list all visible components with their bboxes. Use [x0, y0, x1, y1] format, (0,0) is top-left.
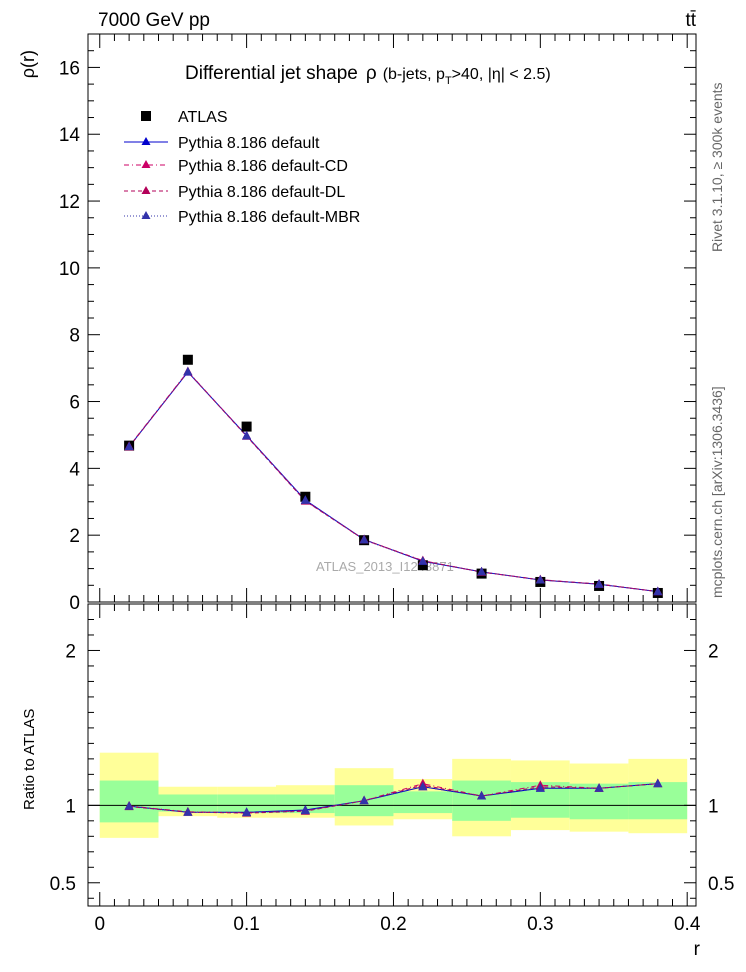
main-y-tick-labels: 0 2 4 6 8 10 12 14 16	[59, 58, 81, 614]
data-point-mbr	[300, 495, 310, 504]
data-point-mbr	[653, 586, 663, 596]
series-line-mbr	[128, 371, 658, 593]
x-tick-labels: 0 0.1 0.2 0.3 0.4	[94, 914, 700, 935]
main-y-tick-label: 16	[59, 58, 80, 79]
ratio-y-tick-labels: 0.5 0.5 1 1 2 2	[50, 641, 735, 894]
rivet-side-label: Rivet 3.1.10, ≥ 300k events	[709, 82, 725, 252]
data-point-mbr	[359, 534, 369, 544]
ratio-y-tick-label-right: 0.5	[708, 874, 734, 895]
main-ticks	[88, 33, 696, 603]
main-y-tick-label: 14	[59, 125, 81, 146]
legend-entry-mbr: Pythia 8.186 default-MBR	[124, 209, 360, 226]
data-point-mbr	[535, 574, 545, 584]
data-point-mbr	[477, 566, 487, 576]
x-tick-label: 0.1	[233, 914, 259, 935]
legend-marker-default	[141, 137, 151, 145]
ratio-point-mbr	[594, 783, 604, 792]
ratio-point-mbr	[477, 791, 487, 800]
x-tick-label: 0.4	[674, 914, 701, 935]
legend-marker-mbr	[141, 211, 151, 219]
mcplots-side-label: mcplots.cern.ch [arXiv:1306.3436]	[709, 386, 725, 598]
data-point-mbr	[418, 556, 428, 565]
ratio-panel: 0.5 0.51 12 2 0 0.1 0.2 0.3 0.4 Ratio to ATLAS …	[21, 603, 735, 960]
legend-entry-atlas: ATLAS	[141, 109, 228, 126]
ratio-y-axis-label: Ratio to ATLAS	[21, 709, 38, 810]
ratio-band-inner	[628, 782, 688, 820]
ratio-point-mbr	[242, 807, 252, 817]
ratio-point-mbr	[183, 807, 193, 816]
ratio-point-mbr	[418, 781, 428, 791]
analysis-watermark: ATLAS_2013_I1243871	[316, 559, 454, 574]
chart-title: Differential jet shape ρ (b-jets, pT>40, |…	[185, 63, 551, 87]
data-point-data	[241, 421, 252, 432]
data-point-mbr	[183, 366, 193, 376]
main-y-tick-label: 6	[69, 393, 80, 414]
legend-label-mbr: Pythia 8.186 default-MBR	[178, 209, 360, 226]
ratio-band-inner	[158, 794, 218, 812]
main-y-tick-label: 4	[69, 459, 80, 480]
legend-label-atlas: ATLAS	[178, 109, 228, 126]
data-point-mbr	[124, 441, 134, 451]
ratio-band-inner	[217, 794, 276, 814]
data-point-mbr	[242, 430, 252, 440]
ratio-point-mbr	[653, 778, 663, 788]
legend-entry-dl: Pythia 8.186 default-DL	[124, 184, 345, 201]
ratio-point-mbr	[359, 795, 369, 805]
legend-label-dl: Pythia 8.186 default-DL	[178, 184, 345, 201]
ratio-point-mbr	[300, 805, 310, 815]
main-y-tick-label: 12	[59, 192, 80, 213]
main-panel: 0 2 4 6 8 10 12 14 16 ρ(r) Differential jet shap…	[18, 33, 697, 614]
ratio-ticks	[88, 604, 696, 906]
data-point-data	[417, 560, 428, 571]
ratio-uncertainty-bands	[88, 752, 696, 838]
x-tick-label: 0.2	[380, 914, 406, 935]
ratio-band-inner	[393, 791, 453, 814]
data-point-data	[182, 354, 193, 365]
energy-label: 7000 GeV pp	[98, 10, 210, 31]
series-line-dl	[128, 371, 658, 593]
ratio-y-tick-label-right: 2	[708, 641, 719, 662]
main-y-tick-label: 8	[69, 326, 80, 347]
main-y-tick-label: 2	[69, 526, 80, 547]
legend-entry-cd: Pythia 8.186 default-CD	[124, 158, 348, 175]
x-tick-label: 0.3	[527, 914, 553, 935]
main-plot-area	[124, 354, 663, 598]
x-tick-label: 0	[94, 914, 105, 935]
legend: ATLAS Pythia 8.186 default Pythia 8.186 …	[124, 109, 360, 226]
ratio-y-tick-label: 2	[65, 641, 76, 662]
legend-marker-dl	[141, 186, 151, 194]
main-y-tick-label: 0	[69, 593, 80, 614]
ratio-line-cd	[129, 783, 658, 814]
legend-label-cd: Pythia 8.186 default-CD	[178, 158, 348, 175]
ratio-y-tick-label: 0.5	[50, 874, 76, 895]
process-label: tt̄	[685, 10, 696, 31]
ratio-plot-area	[124, 778, 663, 817]
ratio-point-mbr	[535, 783, 545, 792]
ratio-y-tick-label: 1	[65, 796, 76, 817]
ratio-frame	[87, 603, 697, 907]
data-point-mbr	[594, 579, 604, 588]
legend-marker-square	[141, 111, 151, 121]
x-axis-label: r	[694, 939, 701, 960]
legend-entry-default: Pythia 8.186 default	[124, 135, 320, 152]
ratio-y-tick-label-right: 1	[708, 796, 719, 817]
ratio-line-dl	[129, 783, 658, 814]
legend-label-default: Pythia 8.186 default	[178, 135, 320, 152]
ratio-point-mbr	[124, 801, 134, 810]
ratio-line-mbr	[129, 783, 658, 814]
main-y-tick-label: 10	[59, 259, 80, 280]
main-y-axis-label: ρ(r)	[18, 50, 38, 78]
ratio-band-inner	[452, 780, 511, 821]
legend-marker-cd	[141, 160, 151, 168]
